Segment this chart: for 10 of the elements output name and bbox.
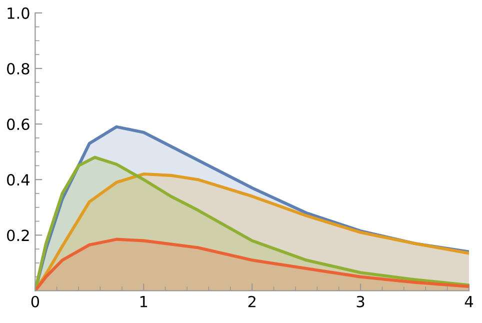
y-tick-label: 0.2 <box>7 230 29 242</box>
y-tick-label: 0.6 <box>7 118 30 130</box>
x-tick-label: 3 <box>356 296 364 308</box>
x-tick-label: 1 <box>140 296 148 308</box>
x-tick-label: 2 <box>248 296 256 308</box>
y-tick-label: 0.4 <box>7 174 30 186</box>
y-tick-label: 0.8 <box>7 62 30 74</box>
x-tick-label: 0 <box>31 296 40 308</box>
y-tick-label: 1.0 <box>8 7 30 19</box>
x-tick-label: 4 <box>464 296 473 308</box>
